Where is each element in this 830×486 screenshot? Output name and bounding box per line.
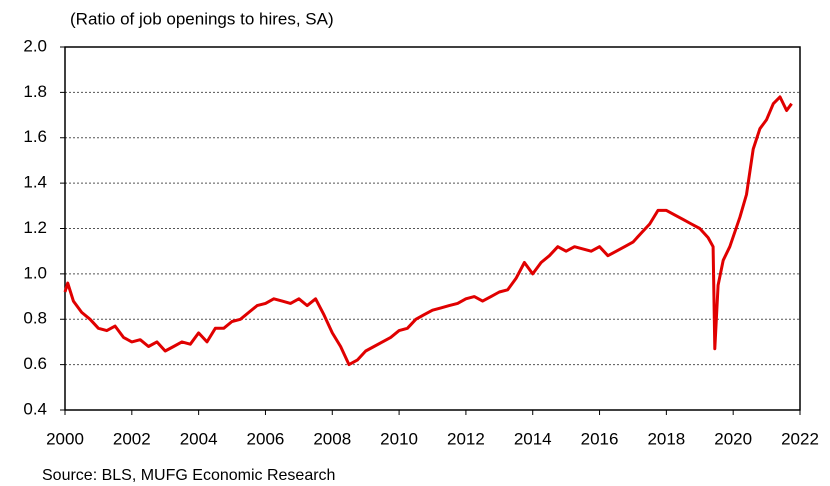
y-tick-label: 1.4 bbox=[23, 173, 47, 192]
x-tick-label: 2022 bbox=[781, 429, 819, 448]
source-note: Source: BLS, MUFG Economic Research bbox=[42, 467, 335, 484]
y-tick-label: 1.0 bbox=[23, 263, 47, 282]
x-tick-label: 2018 bbox=[647, 429, 685, 448]
y-tick-label: 0.6 bbox=[23, 354, 47, 373]
x-tick-label: 2000 bbox=[46, 429, 84, 448]
x-tick-label: 2006 bbox=[247, 429, 285, 448]
x-tick-label: 2016 bbox=[581, 429, 619, 448]
x-tick-label: 2008 bbox=[313, 429, 351, 448]
x-tick-label: 2010 bbox=[380, 429, 418, 448]
x-tick-label: 2020 bbox=[714, 429, 752, 448]
x-tick-label: 2014 bbox=[514, 429, 552, 448]
x-tick-label: 2012 bbox=[447, 429, 485, 448]
y-tick-label: 1.2 bbox=[23, 218, 47, 237]
y-tick-label: 0.4 bbox=[23, 399, 47, 418]
plot-frame bbox=[64, 46, 801, 411]
y-tick-label: 0.8 bbox=[23, 309, 47, 328]
chart-subtitle: (Ratio of job openings to hires, SA) bbox=[70, 9, 334, 28]
y-tick-label: 1.8 bbox=[23, 82, 47, 101]
x-tick-label: 2002 bbox=[113, 429, 151, 448]
data-line bbox=[63, 95, 793, 367]
y-tick-label: 2.0 bbox=[23, 36, 47, 55]
y-tick-label: 1.6 bbox=[23, 127, 47, 146]
x-tick-label: 2004 bbox=[180, 429, 218, 448]
